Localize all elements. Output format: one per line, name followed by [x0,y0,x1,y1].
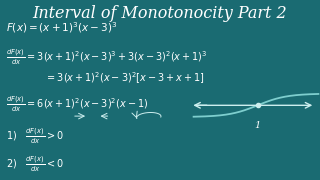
Text: 1: 1 [254,122,261,130]
Text: $F(x) = (x+1)^3(x-3)^3$: $F(x) = (x+1)^3(x-3)^3$ [6,21,118,35]
Text: $\frac{dF(x)}{dx} = 3(x+1)^2(x-3)^3 + 3(x-3)^2(x+1)^3$: $\frac{dF(x)}{dx} = 3(x+1)^2(x-3)^3 + 3(… [6,47,208,67]
Text: $1)\quad \frac{dF(x)}{dx} > 0$: $1)\quad \frac{dF(x)}{dx} > 0$ [6,126,64,146]
Text: $= 3(x+1)^2(x-3)^2\left[x-3 + x+1\right]$: $= 3(x+1)^2(x-3)^2\left[x-3 + x+1\right]… [45,71,204,86]
Text: $2)\quad \frac{dF(x)}{dx} < 0$: $2)\quad \frac{dF(x)}{dx} < 0$ [6,154,64,174]
Text: $\frac{dF(x)}{dx} = 6(x+1)^2(x-3)^2(x-1)$: $\frac{dF(x)}{dx} = 6(x+1)^2(x-3)^2(x-1)… [6,94,149,114]
Text: Interval of Monotonocity Part 2: Interval of Monotonocity Part 2 [33,4,287,21]
